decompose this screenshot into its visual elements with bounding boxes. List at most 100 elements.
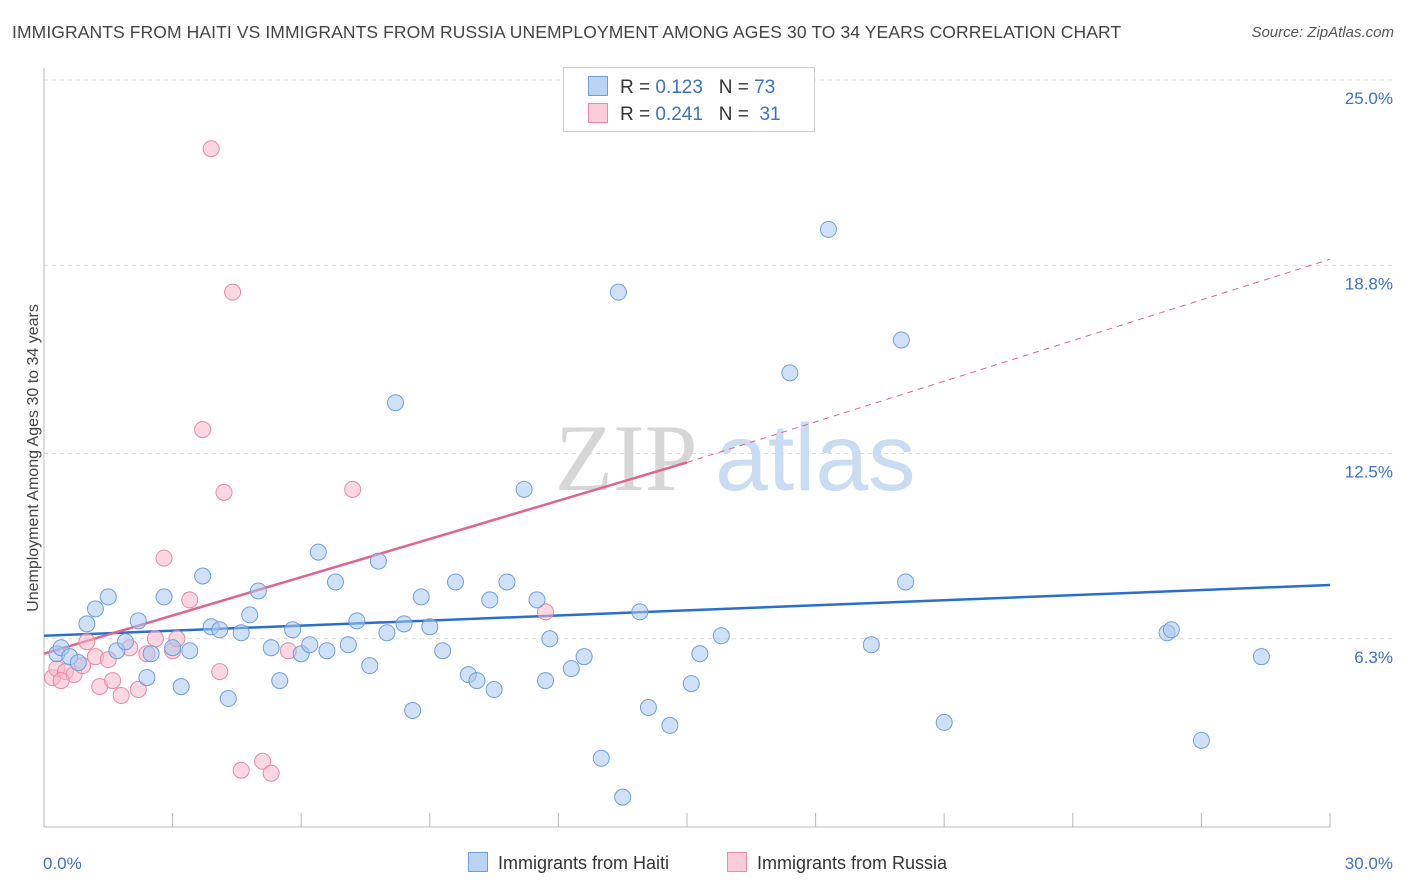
haiti-r-label: R =: [620, 77, 651, 98]
correlation-legend: R = 0.123 N = 73 R = 0.241 N = 31: [563, 67, 815, 132]
chart-title: IMMIGRANTS FROM HAITI VS IMMIGRANTS FROM…: [12, 22, 1122, 42]
haiti-point: [498, 573, 516, 591]
haiti-point: [348, 612, 366, 630]
haiti-point: [468, 672, 486, 690]
russia-legend-swatch: [727, 852, 747, 872]
haiti-point: [412, 588, 430, 606]
haiti-point: [485, 681, 503, 699]
haiti-point: [1162, 621, 1180, 639]
haiti-point: [575, 648, 593, 666]
bottom-legend-russia: Immigrants from Russia: [727, 852, 947, 874]
russia-legend-label: Immigrants from Russia: [757, 853, 948, 873]
haiti-point: [481, 591, 499, 609]
russia-swatch: [588, 103, 608, 123]
y-tick-label: 25.0%: [1345, 89, 1393, 108]
haiti-point: [309, 543, 327, 561]
watermark-atlas: atlas: [715, 405, 916, 511]
y-axis-label: Unemployment Among Ages 30 to 34 years: [25, 304, 42, 612]
russia-point: [202, 140, 220, 158]
y-axis-tick-labels: 6.3% 12.5% 18.8% 25.0%: [1345, 89, 1393, 667]
haiti-point: [116, 633, 134, 651]
haiti-point: [78, 615, 96, 633]
haiti-point: [1192, 731, 1210, 749]
y-tick-label: 6.3%: [1354, 648, 1393, 667]
haiti-point: [434, 642, 452, 660]
haiti-point: [897, 573, 915, 591]
haiti-point: [155, 588, 173, 606]
haiti-legend-label: Immigrants from Haiti: [498, 853, 670, 873]
russia-point: [78, 633, 96, 651]
source-label: Source: ZipAtlas.com: [1251, 24, 1394, 41]
russia-point: [146, 630, 164, 648]
haiti-point: [369, 552, 387, 570]
haiti-point: [562, 660, 580, 678]
russia-r-value: 0.241: [655, 104, 703, 125]
haiti-point: [249, 582, 267, 600]
haiti-point: [819, 220, 837, 238]
haiti-point: [378, 624, 396, 642]
russia-n-value: 31: [759, 104, 781, 125]
y-tick-label: 18.8%: [1345, 274, 1393, 293]
russia-point: [232, 761, 250, 779]
haiti-point: [661, 716, 679, 734]
haiti-point: [639, 698, 657, 716]
haiti-point: [537, 672, 555, 690]
haiti-n-value: 73: [754, 77, 776, 98]
haiti-point: [339, 636, 357, 654]
haiti-point: [691, 645, 709, 663]
haiti-swatch: [588, 76, 608, 96]
haiti-point: [614, 788, 632, 806]
haiti-point: [86, 600, 104, 618]
haiti-point: [318, 642, 336, 660]
russia-point: [112, 687, 130, 705]
haiti-point: [592, 749, 610, 767]
legend-row-russia: R = 0.241 N = 31: [588, 103, 781, 126]
haiti-r-value: 0.123: [655, 77, 703, 98]
haiti-point: [99, 588, 117, 606]
russia-point: [181, 591, 199, 609]
russia-point: [344, 480, 362, 498]
russia-point: [104, 672, 122, 690]
haiti-point: [712, 627, 730, 645]
russia-n-label: N =: [718, 104, 749, 125]
bottom-legend-haiti: Immigrants from Haiti: [468, 852, 669, 874]
haiti-point: [862, 636, 880, 654]
haiti-point: [387, 394, 405, 412]
haiti-point: [892, 331, 910, 349]
russia-point: [254, 752, 272, 770]
watermark-zip: ZIP: [555, 405, 698, 511]
russia-point: [155, 549, 173, 567]
russia-trend-line: [43, 461, 688, 655]
haiti-point: [404, 701, 422, 719]
russia-point: [262, 764, 280, 782]
haiti-point: [211, 621, 229, 639]
haiti-point: [284, 621, 302, 639]
haiti-point: [541, 630, 559, 648]
haiti-trend-line: [43, 583, 1331, 638]
haiti-point: [935, 713, 953, 731]
data-points: [44, 140, 1270, 806]
haiti-point: [271, 672, 289, 690]
russia-point: [224, 283, 242, 301]
russia-point: [129, 681, 147, 699]
haiti-point: [447, 573, 465, 591]
haiti-point: [142, 645, 160, 663]
russia-point: [211, 663, 229, 681]
haiti-point: [631, 603, 649, 621]
haiti-point: [194, 567, 212, 585]
haiti-point: [172, 678, 190, 696]
haiti-point: [301, 636, 319, 654]
haiti-point: [421, 618, 439, 636]
haiti-point: [515, 480, 533, 498]
x-axis-ticks: [43, 813, 1331, 827]
haiti-point: [395, 615, 413, 633]
gridlines: [44, 79, 1393, 640]
russia-point: [215, 483, 233, 501]
haiti-point: [1252, 648, 1270, 666]
russia-point: [537, 603, 555, 621]
haiti-n-label: N =: [718, 77, 749, 98]
haiti-point: [781, 364, 799, 382]
haiti-point: [129, 612, 147, 630]
trend-lines: [43, 258, 1331, 655]
